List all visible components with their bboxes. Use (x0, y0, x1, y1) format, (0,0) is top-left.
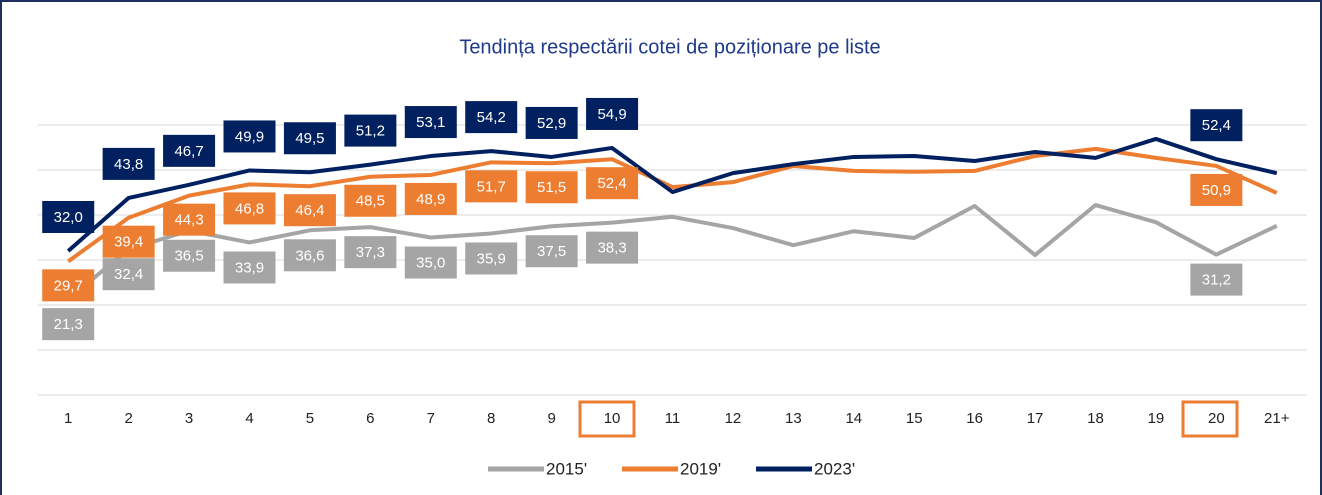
data-label-box (586, 167, 639, 200)
legend-label: 2019' (680, 459, 721, 478)
data-label: 32,4 (114, 266, 143, 283)
data-label-box (525, 235, 578, 268)
data-label-box (102, 225, 155, 258)
data-label: 48,5 (356, 193, 385, 210)
data-label-box (344, 236, 397, 269)
data-label: 48,9 (416, 191, 445, 208)
data-label: 38,3 (597, 240, 626, 257)
data-label: 33,9 (235, 259, 264, 276)
series-line (66, 203, 1278, 301)
data-label-box (525, 171, 578, 204)
data-label: 54,2 (477, 109, 506, 126)
data-label-box (344, 184, 397, 217)
data-label: 44,3 (174, 212, 203, 229)
data-label: 46,8 (235, 200, 264, 217)
data-label-box (1190, 173, 1243, 206)
data-label-box (404, 246, 457, 279)
data-label-box (586, 231, 639, 264)
x-tick-label: 13 (785, 410, 802, 427)
data-label: 46,4 (295, 202, 324, 219)
data-label-box (223, 120, 276, 153)
data-label-box (404, 182, 457, 215)
data-label-box (465, 242, 518, 275)
data-label-box (163, 203, 216, 236)
data-label-box (404, 106, 457, 139)
data-label: 35,9 (477, 250, 506, 267)
data-label: 51,2 (356, 123, 385, 140)
data-label-box (42, 308, 95, 341)
x-tick-label: 18 (1087, 410, 1104, 427)
x-tick-label: 15 (906, 410, 923, 427)
x-tick-label: 8 (487, 410, 495, 427)
data-label: 36,6 (295, 247, 324, 264)
data-label: 54,9 (597, 106, 626, 123)
data-label: 46,7 (174, 143, 203, 160)
data-label: 32,0 (54, 209, 83, 226)
data-label-box (163, 239, 216, 272)
legend-label: 2023' (814, 459, 855, 478)
data-label: 52,4 (1202, 117, 1231, 134)
x-tick-label: 19 (1148, 410, 1165, 427)
data-label: 51,7 (477, 178, 506, 195)
data-label-box (344, 114, 397, 147)
data-label: 31,2 (1202, 272, 1231, 289)
data-label-box (102, 258, 155, 291)
highlight-box (1181, 400, 1239, 438)
data-label-box (102, 147, 155, 180)
data-label-box (283, 239, 336, 272)
data-label-box (525, 106, 578, 139)
x-tick-label: 12 (725, 410, 742, 427)
series-line (66, 136, 1278, 253)
data-label: 51,5 (537, 179, 566, 196)
data-label: 49,9 (235, 128, 264, 145)
x-tick-label: 14 (845, 410, 862, 427)
data-label-box (586, 97, 639, 130)
x-tick-label: 3 (185, 410, 193, 427)
data-label: 21,3 (54, 316, 83, 333)
data-label: 52,9 (537, 115, 566, 132)
data-label-box (1190, 109, 1243, 142)
data-label: 29,7 (54, 277, 83, 294)
data-label-box (1190, 263, 1243, 296)
data-label: 50,9 (1202, 182, 1231, 199)
x-tick-label: 11 (665, 410, 681, 427)
data-label-box (42, 269, 95, 302)
data-label: 49,5 (295, 130, 324, 147)
data-label: 37,5 (537, 243, 566, 260)
data-label-box (223, 251, 276, 284)
x-tick-label: 20 (1208, 410, 1225, 427)
highlight-box (578, 400, 636, 438)
x-tick-label: 17 (1027, 410, 1044, 427)
data-label: 39,4 (114, 234, 143, 251)
data-label-box (283, 194, 336, 227)
data-label-box (465, 170, 518, 203)
x-tick-label: 16 (966, 410, 983, 427)
data-label: 37,3 (356, 244, 385, 261)
data-label-box (42, 201, 95, 233)
x-tick-label: 9 (547, 410, 555, 427)
data-label-box (223, 192, 276, 225)
x-tick-label: 7 (427, 410, 435, 427)
data-label: 52,4 (597, 175, 626, 192)
data-label-box (465, 101, 518, 134)
data-label-box (163, 134, 216, 167)
x-tick-label: 1 (64, 410, 72, 427)
x-tick-label: 5 (306, 410, 314, 427)
x-tick-label: 4 (245, 410, 253, 427)
data-label: 43,8 (114, 156, 143, 173)
data-label: 36,5 (174, 248, 203, 265)
data-label: 35,0 (416, 254, 445, 271)
chart-title: Tendința respectării cotei de poziționar… (459, 36, 880, 58)
x-tick-label: 2 (124, 410, 132, 427)
x-tick-label: 21+ (1264, 410, 1290, 427)
legend-label: 2015' (546, 459, 587, 478)
data-label: 53,1 (416, 114, 445, 131)
data-label-box (283, 122, 336, 155)
x-tick-label: 6 (366, 410, 374, 427)
x-tick-label: 10 (604, 410, 621, 427)
series-line (67, 146, 1278, 263)
